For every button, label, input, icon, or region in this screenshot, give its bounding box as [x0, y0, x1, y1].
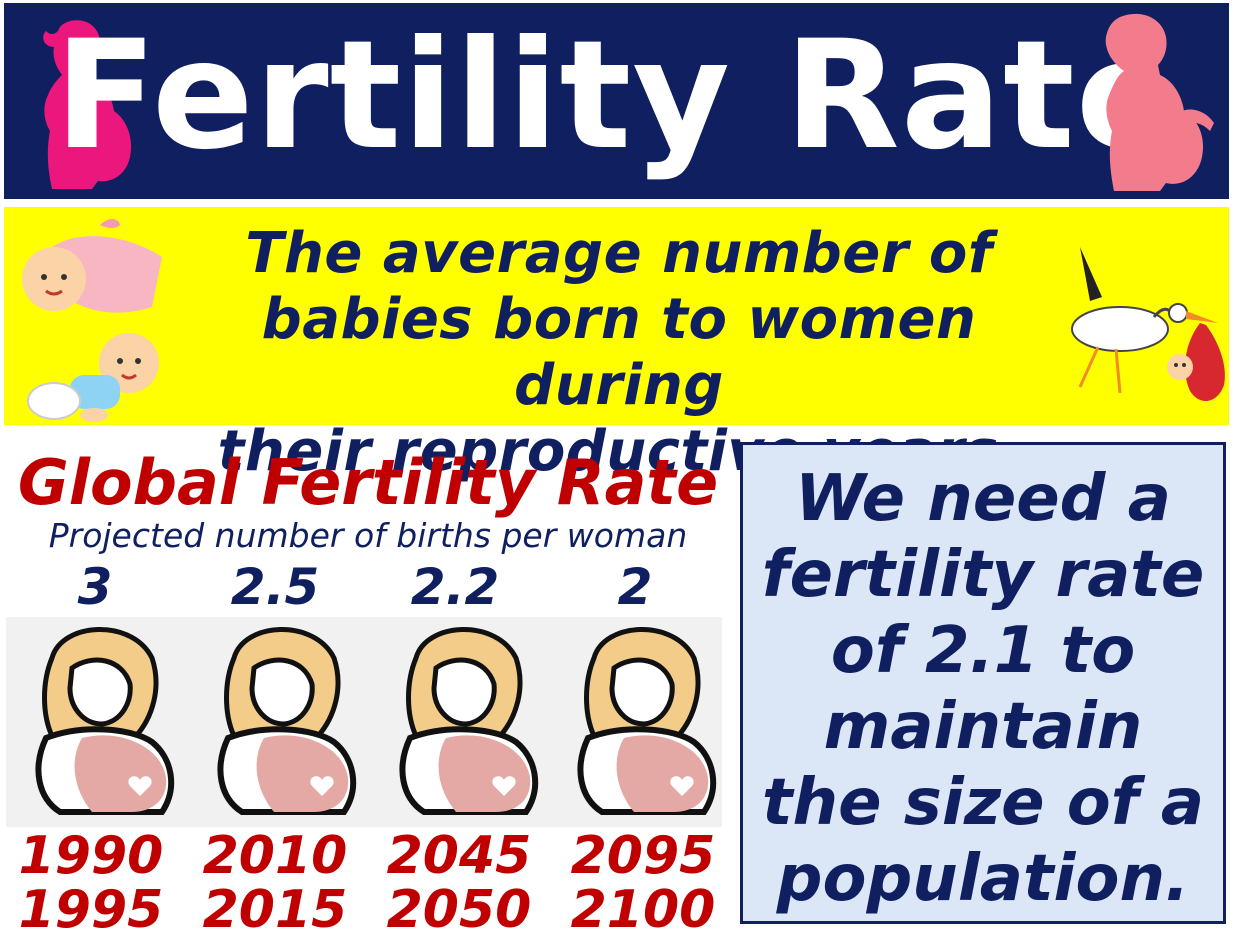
period-start-year: 2010 — [202, 826, 348, 886]
note-line: the size of a — [761, 766, 1205, 840]
pregnant-woman-silhouette-icon — [1105, 13, 1214, 192]
pregnant-woman-icon — [577, 627, 717, 815]
replacement-rate-note: We need a fertility rate of 2.1 to maint… — [740, 442, 1226, 924]
note-text: We need a fertility rate of 2.1 to maint… — [743, 461, 1223, 917]
title-banner: Fertility Rate — [4, 3, 1229, 199]
fertility-rate-value: 3 — [77, 558, 113, 616]
definition-line: babies born to women during — [261, 287, 977, 418]
period-start-year: 2095 — [570, 826, 716, 886]
note-line: population. — [776, 842, 1190, 916]
global-fertility-title: Global Fertility Rate — [17, 446, 719, 519]
note-line: maintain — [823, 690, 1143, 764]
global-fertility-subtitle: Projected number of births per woman — [48, 516, 688, 555]
note-line: of 2.1 to — [830, 614, 1136, 688]
page-title: Fertility Rate — [54, 9, 1179, 183]
note-line: We need a — [795, 462, 1171, 536]
pregnant-woman-icon — [399, 627, 539, 815]
period-end-year: 2015 — [202, 880, 348, 940]
definition-band: The average number of babies born to wom… — [4, 207, 1229, 484]
definition-line: The average number of — [245, 221, 993, 286]
fertility-rate-value: 2 — [617, 558, 653, 616]
period-end-year: 2050 — [386, 880, 532, 940]
stork-carrying-baby-icon — [1071, 247, 1225, 402]
note-line: fertility rate — [761, 538, 1205, 612]
fertility-rate-value: 2.2 — [410, 558, 500, 616]
pregnant-woman-silhouette-icon — [43, 20, 132, 190]
period-end-year: 2100 — [570, 880, 716, 940]
period-start-year: 1990 — [18, 826, 164, 886]
period-end-year: 1995 — [18, 880, 164, 940]
pregnant-woman-icon — [35, 627, 175, 815]
pregnant-woman-icon — [217, 627, 357, 815]
fertility-rate-value: 2.5 — [230, 558, 320, 616]
crawling-baby-icon — [27, 333, 159, 422]
baby-in-blanket-icon — [22, 219, 162, 313]
period-start-year: 2045 — [386, 826, 532, 886]
